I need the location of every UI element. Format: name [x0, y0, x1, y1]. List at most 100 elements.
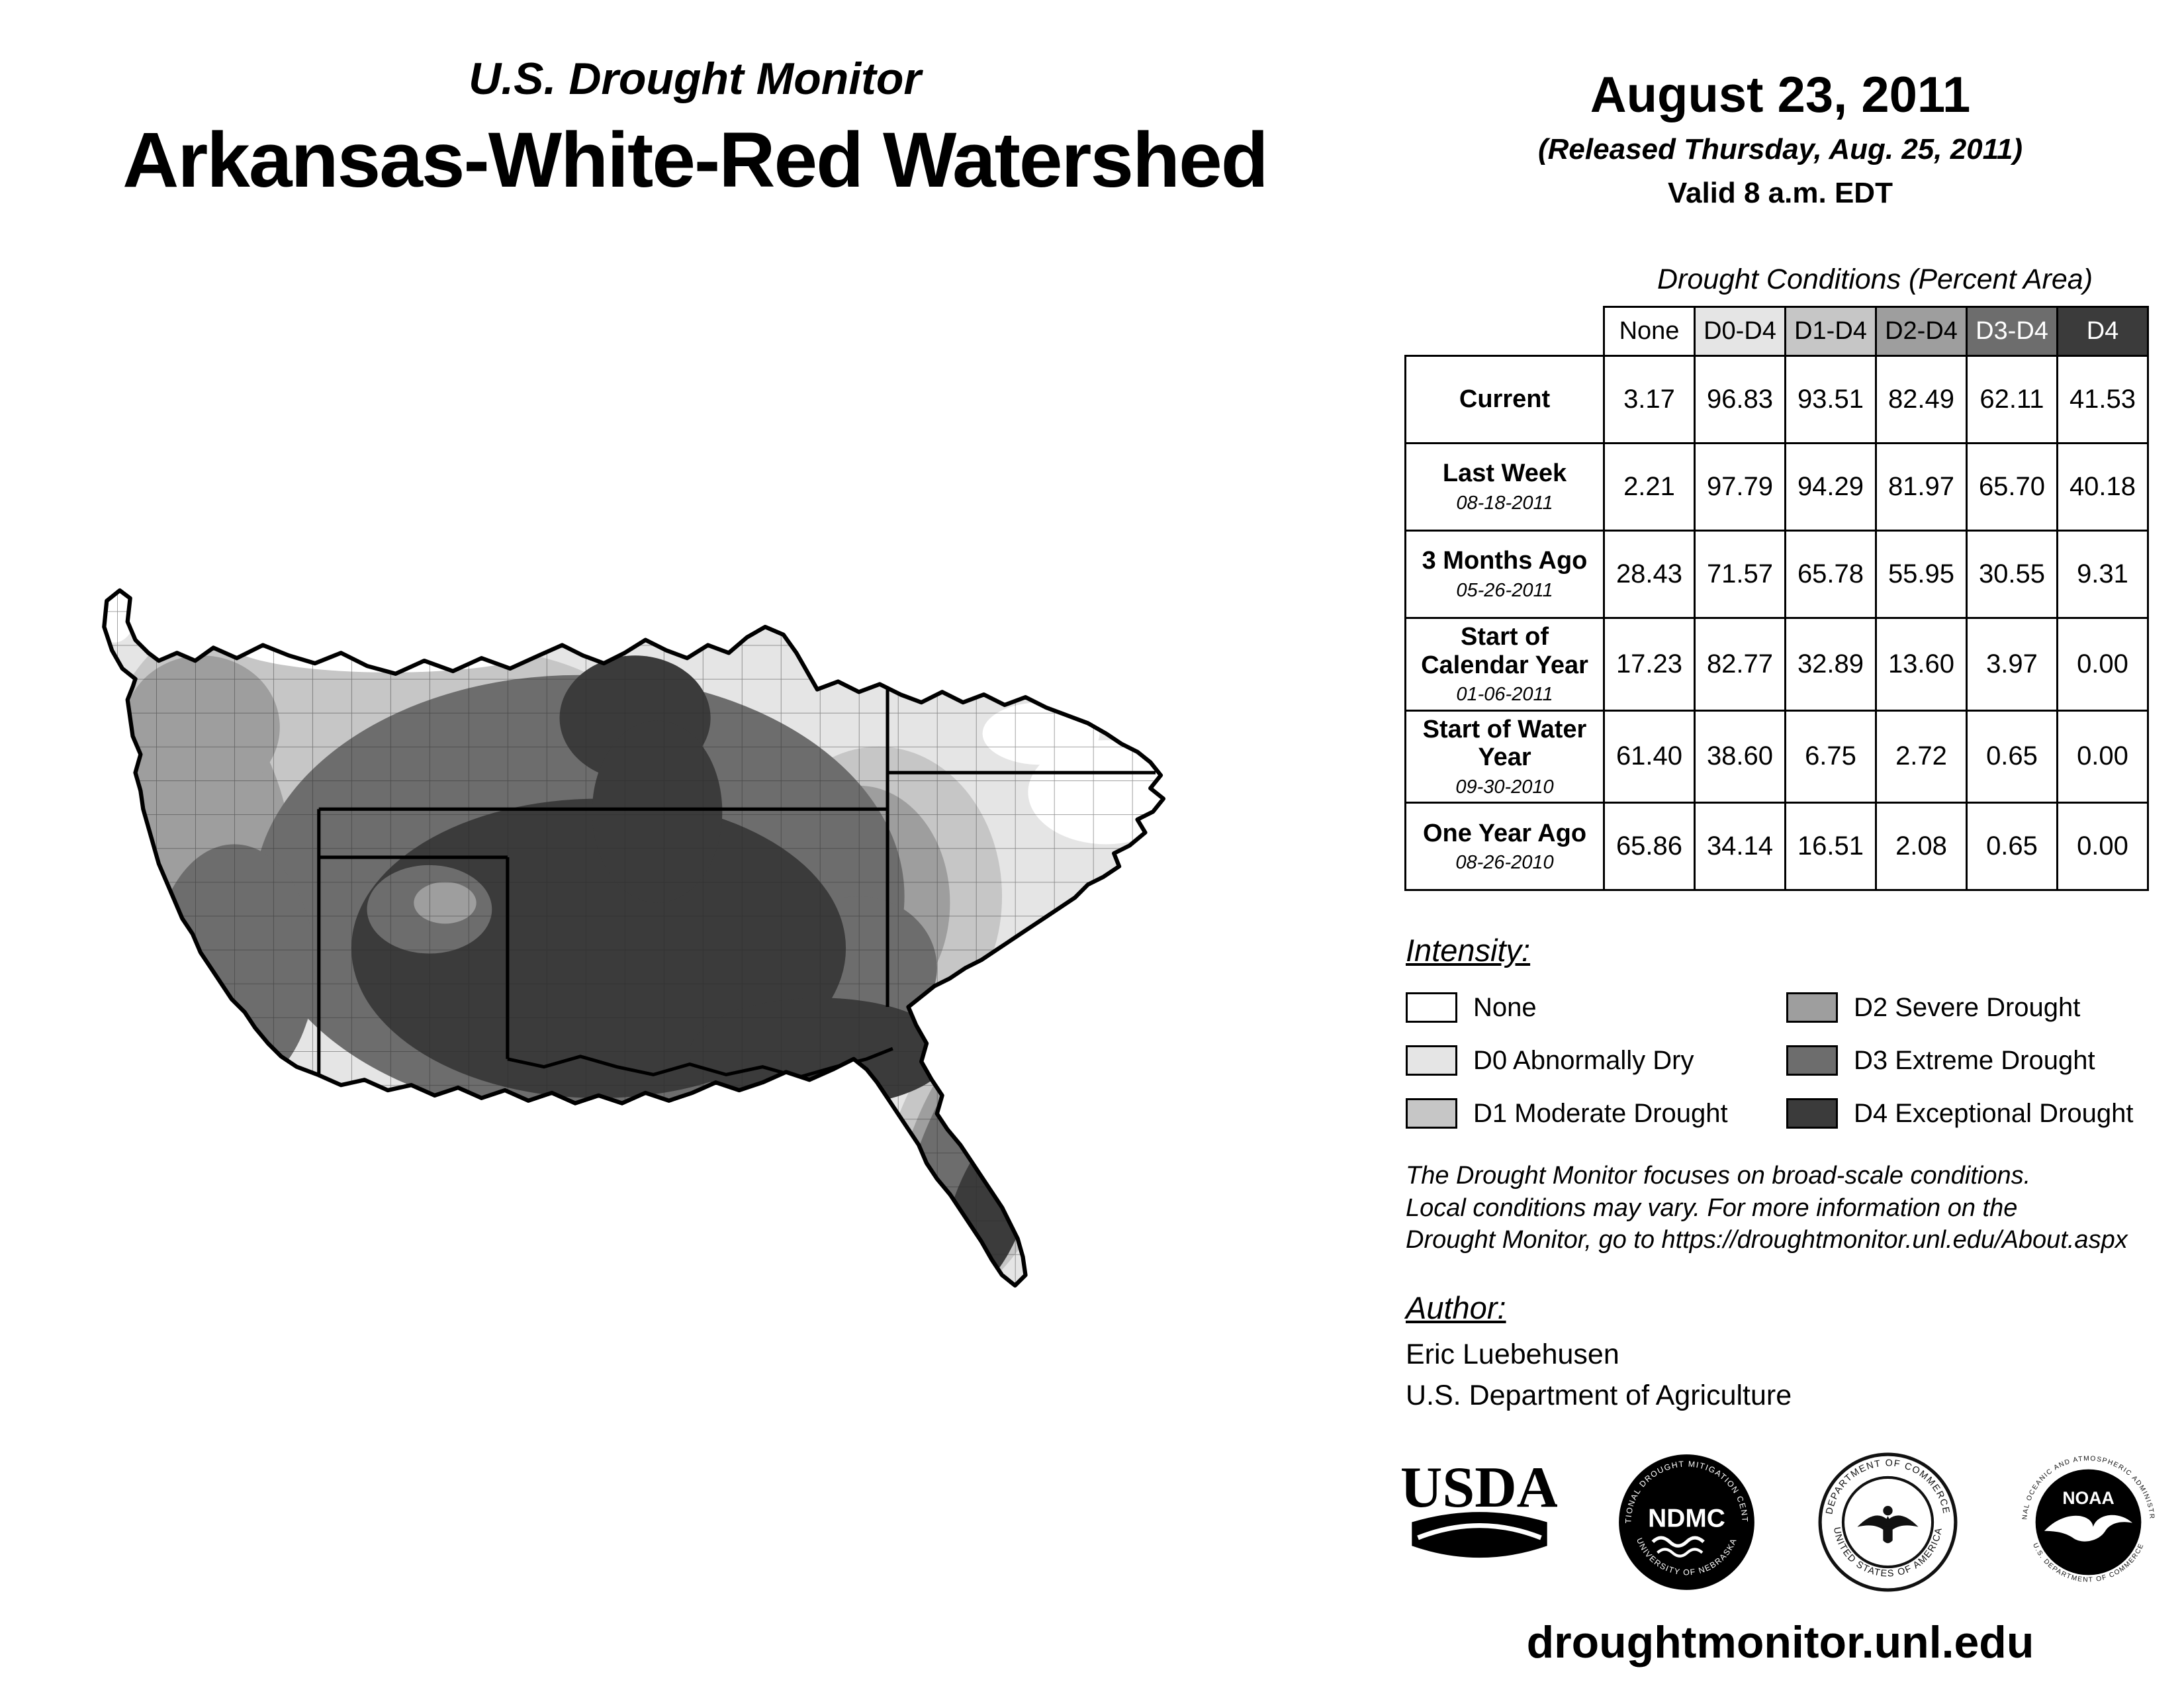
program-title: U.S. Drought Monitor [469, 54, 921, 104]
legend-item-d3: D3 Extreme Drought [1786, 1034, 2167, 1087]
col-header-d3-d4: D3-D4 [1966, 306, 2058, 357]
agency-logos: USDA NATIONAL DROUGHT MITIGATION CENTER … [1402, 1451, 2160, 1593]
report-header-left: U.S. Drought Monitor Arkansas-White-Red … [20, 53, 1370, 205]
table-row-one-year-ago: One Year Ago 08-26-2010 65.86 34.14 16.5… [1404, 802, 2149, 892]
author-heading: Author: [1406, 1290, 1506, 1325]
report-header-right: August 23, 2011 (Released Thursday, Aug.… [1403, 66, 2158, 210]
table-cell: 40.18 [2056, 442, 2149, 532]
row-label-date: 01-06-2011 [1456, 684, 1553, 706]
row-label: Start of Calendar Year 01-06-2011 [1404, 617, 1605, 712]
legend-label: None [1473, 992, 1537, 1022]
legend-swatch-d1 [1406, 1098, 1457, 1129]
usda-logo-text: USDA [1402, 1456, 1557, 1520]
legend-swatch-d2 [1786, 992, 1838, 1023]
table-cell: 61.40 [1603, 709, 1696, 804]
table-cell: 34.14 [1694, 802, 1786, 892]
legend-swatch-d4 [1786, 1098, 1838, 1129]
legend-item-d1: D1 Moderate Drought [1406, 1087, 1786, 1140]
table-cell: 6.75 [1784, 709, 1877, 804]
table-title: Drought Conditions (Percent Area) [1657, 263, 2093, 295]
table-cell: 82.77 [1694, 617, 1786, 712]
table-cell: 71.57 [1694, 530, 1786, 619]
row-label-date: 08-18-2011 [1456, 492, 1553, 514]
legend-swatch-d3 [1786, 1045, 1838, 1076]
watershed-map-svg [78, 577, 1236, 1372]
table-cell: 17.23 [1603, 617, 1696, 712]
table-cell: 30.55 [1966, 530, 2058, 619]
table-row-current: Current 3.17 96.83 93.51 82.49 62.11 41.… [1404, 355, 2149, 444]
watershed-map [78, 577, 1236, 1372]
row-label: Current [1404, 355, 1605, 444]
table-cell: 2.08 [1875, 802, 1968, 892]
ndmc-wave [1651, 1536, 1706, 1548]
table-cell: 62.11 [1966, 355, 2058, 444]
disclaimer-line: Drought Monitor, go to https://droughtmo… [1406, 1226, 2128, 1254]
release-date: (Released Thursday, Aug. 25, 2011) [1538, 133, 2023, 165]
col-header-none: None [1603, 306, 1696, 357]
table-corner-cell [1405, 306, 1604, 356]
legend-label: D3 Extreme Drought [1854, 1045, 2095, 1075]
row-label-date: 05-26-2011 [1456, 580, 1553, 602]
table-cell: 94.29 [1784, 442, 1877, 532]
noaa-logo-text: NOAA [2062, 1488, 2114, 1508]
legend-label: D2 Severe Drought [1854, 992, 2081, 1022]
disclaimer-text: The Drought Monitor focuses on broad-sca… [1406, 1160, 2128, 1256]
table-cell: 97.79 [1694, 442, 1786, 532]
col-header-d2-d4: D2-D4 [1875, 306, 1968, 357]
row-label-text: Start of Calendar Year [1421, 623, 1588, 679]
legend-label: D4 Exceptional Drought [1854, 1098, 2134, 1128]
valid-time: Valid 8 a.m. EDT [1668, 177, 1893, 209]
row-label: 3 Months Ago 05-26-2011 [1404, 530, 1605, 619]
table-cell: 65.70 [1966, 442, 2058, 532]
table-cell: 2.72 [1875, 709, 1968, 804]
usda-swoosh-arc [1417, 1523, 1542, 1540]
drought-conditions-table: None D0-D4 D1-D4 D2-D4 D3-D4 D4 Current … [1404, 306, 2149, 892]
table-cell: 0.00 [2056, 709, 2149, 804]
table-cell: 65.86 [1603, 802, 1696, 892]
usda-logo: USDA [1402, 1456, 1557, 1558]
ndmc-wave [1657, 1548, 1704, 1558]
legend-label: D1 Moderate Drought [1473, 1098, 1728, 1128]
row-label-date: 08-26-2010 [1455, 852, 1554, 874]
table-cell: 9.31 [2056, 530, 2149, 619]
table-header-row: None D0-D4 D1-D4 D2-D4 D3-D4 D4 [1405, 306, 2149, 357]
table-cell: 82.49 [1875, 355, 1968, 444]
row-label-text: 3 Months Ago [1422, 547, 1588, 575]
legend-item-d4: D4 Exceptional Drought [1786, 1087, 2167, 1140]
table-cell: 2.21 [1603, 442, 1696, 532]
table-cell: 93.51 [1784, 355, 1877, 444]
row-label-text: One Year Ago [1422, 819, 1587, 847]
table-cell: 13.60 [1875, 617, 1968, 712]
ndmc-logo-text: NDMC [1649, 1505, 1726, 1533]
col-header-d0-d4: D0-D4 [1694, 306, 1786, 357]
table-cell: 0.00 [2056, 802, 2149, 892]
table-cell: 3.97 [1966, 617, 2058, 712]
noaa-logo: NATIONAL OCEANIC AND ATMOSPHERIC ADMINIS… [2017, 1451, 2154, 1584]
disclaimer-line: The Drought Monitor focuses on broad-sca… [1406, 1162, 2031, 1190]
row-label: Last Week 08-18-2011 [1404, 442, 1605, 532]
author-name: Eric Luebehusen [1406, 1338, 1619, 1370]
county-grid [104, 590, 1163, 1286]
legend-swatch-d0 [1406, 1045, 1457, 1076]
doc-eagle-emblem [1857, 1505, 1919, 1544]
legend-title: Intensity: [1406, 933, 1531, 968]
legend-item-d2: D2 Severe Drought [1786, 981, 2167, 1034]
col-header-d1-d4: D1-D4 [1784, 306, 1877, 357]
row-label-text: Current [1459, 385, 1551, 414]
ndmc-circle [1619, 1454, 1755, 1590]
commerce-seal-logo: DEPARTMENT OF COMMERCE UNITED STATES OF … [1818, 1452, 1958, 1592]
footer-url: droughtmonitor.unl.edu [1526, 1617, 2034, 1667]
legend-label: D0 Abnormally Dry [1473, 1045, 1694, 1075]
ndmc-logo: NATIONAL DROUGHT MITIGATION CENTER UNIVE… [1615, 1451, 1755, 1590]
table-cell: 38.60 [1694, 709, 1786, 804]
noaa-seagull [2044, 1515, 2133, 1542]
row-label: Start of Water Year 09-30-2010 [1404, 709, 1605, 804]
table-cell: 55.95 [1875, 530, 1968, 619]
table-cell: 3.17 [1603, 355, 1696, 444]
table-cell: 0.65 [1966, 709, 2058, 804]
table-cell: 0.65 [1966, 802, 2058, 892]
table-row-last-week: Last Week 08-18-2011 2.21 97.79 94.29 81… [1404, 442, 2149, 532]
table-cell: 32.89 [1784, 617, 1877, 712]
disclaimer-line: Local conditions may vary. For more info… [1406, 1194, 2018, 1222]
